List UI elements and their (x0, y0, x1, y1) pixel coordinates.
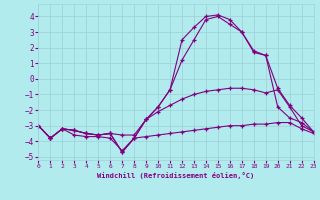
X-axis label: Windchill (Refroidissement éolien,°C): Windchill (Refroidissement éolien,°C) (97, 172, 255, 179)
